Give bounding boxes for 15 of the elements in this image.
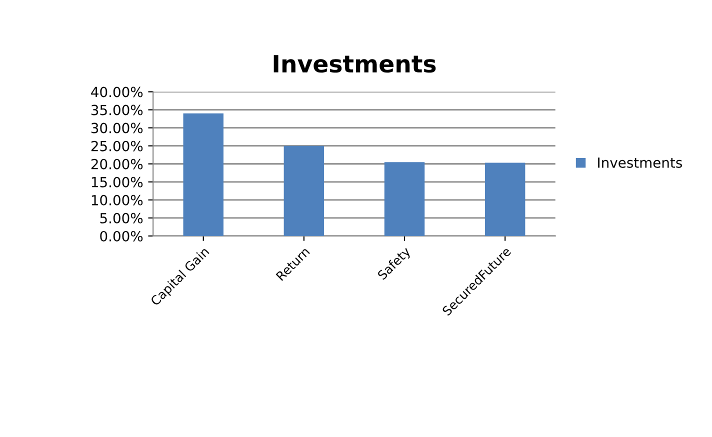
y-tick-label: 30.00% (91, 122, 143, 134)
legend-label: Investments (598, 158, 682, 168)
y-tick-label: 40.00% (91, 86, 143, 98)
y-tick-label: 35.00% (91, 104, 143, 116)
y-tick-label: 5.00% (100, 212, 143, 224)
bar (484, 162, 526, 236)
y-tick-label: 0.00% (100, 230, 143, 242)
y-tick-label: 15.00% (92, 176, 143, 188)
bar (284, 146, 324, 236)
y-tick-label: 20.00% (91, 158, 143, 170)
bar (183, 113, 224, 236)
chart-title: Investments (274, 55, 436, 73)
bar (384, 162, 425, 236)
y-tick-label: 10.00% (92, 194, 143, 206)
y-tick-label: 25.00% (91, 140, 143, 152)
